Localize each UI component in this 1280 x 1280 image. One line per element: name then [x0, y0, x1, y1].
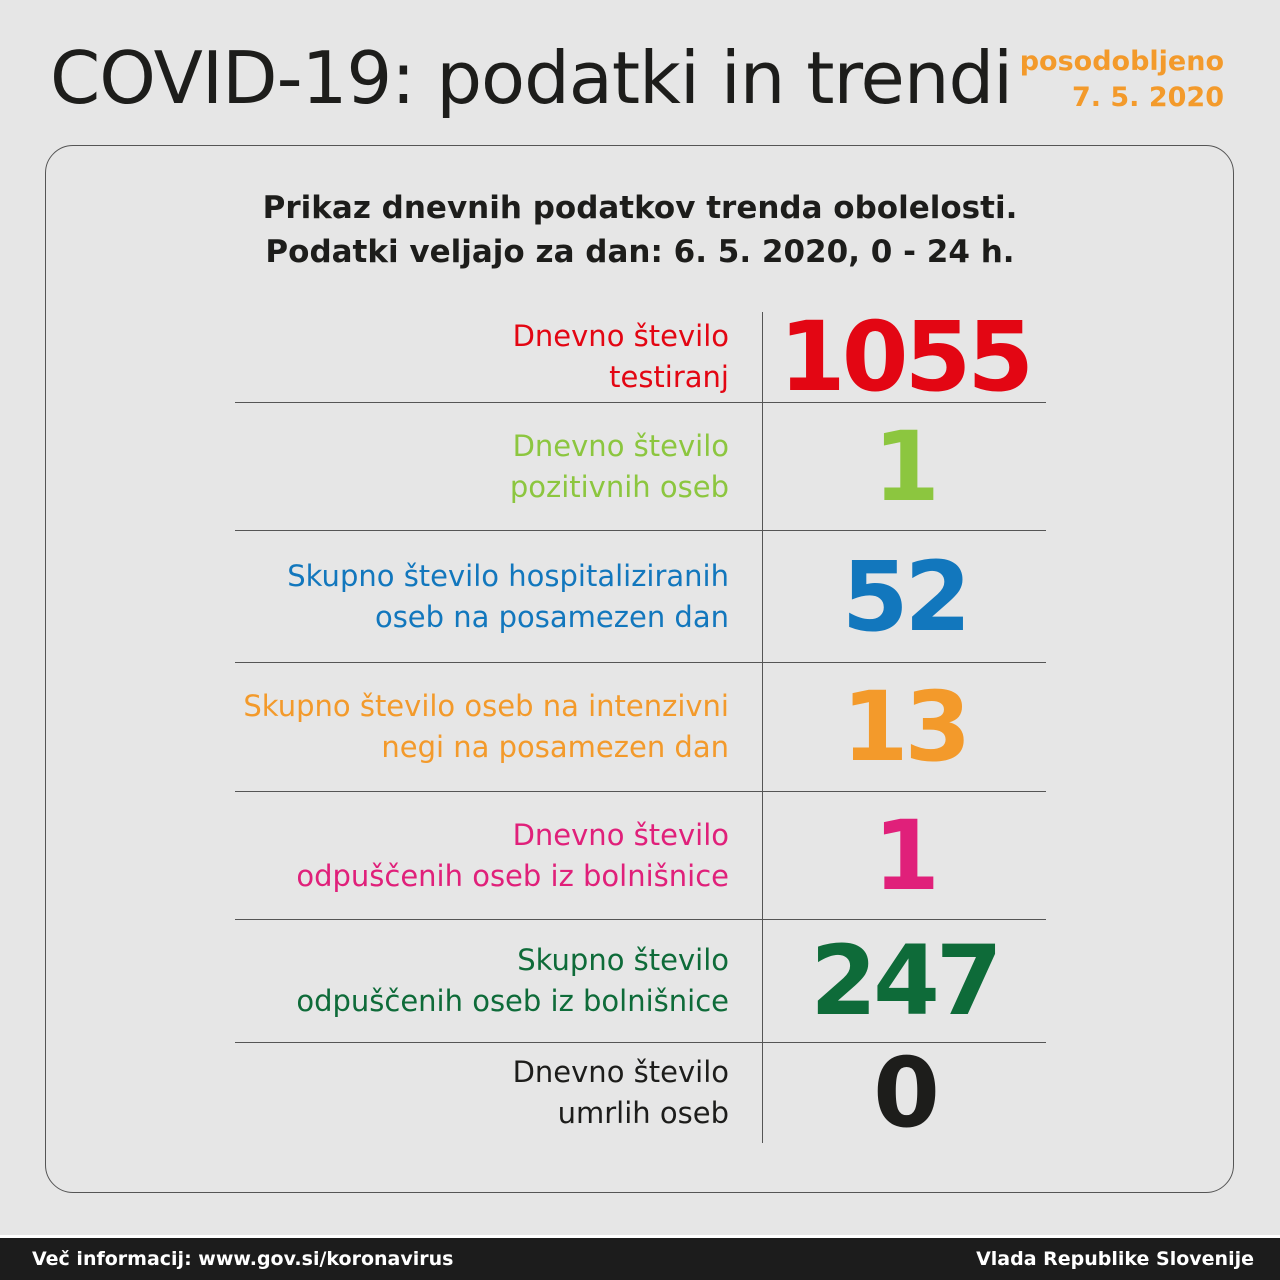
- stat-label: Skupno število oseb na intenzivni negi na…: [235, 663, 763, 791]
- stat-label-line2: negi na posamezen dan: [381, 730, 729, 764]
- stat-value: 1: [873, 799, 940, 912]
- stat-label: Dnevno število pozitivnih oseb: [235, 403, 763, 530]
- stat-row: Dnevno število pozitivnih oseb 1: [235, 403, 1046, 531]
- stat-row: Dnevno število odpuščenih oseb iz bolnišn…: [235, 792, 1046, 920]
- stat-label: Skupno število odpuščenih oseb iz bolnišn…: [235, 920, 763, 1042]
- stat-row: Dnevno število testiranj 1055: [235, 301, 1046, 413]
- updated-label: posodobljeno: [1019, 46, 1224, 77]
- stat-label: Skupno število hospitaliziranih oseb na p…: [235, 531, 763, 662]
- stat-value: 0: [873, 1037, 940, 1149]
- stat-label-line2: pozitivnih oseb: [509, 469, 729, 504]
- footer-org: Vlada Republike Slovenije: [976, 1248, 1254, 1270]
- stat-label-line2: testiranj: [609, 360, 729, 394]
- stat-label-line2: odpuščenih oseb iz bolnišnice: [296, 984, 729, 1018]
- stat-label: Dnevno število testiranj: [235, 312, 763, 402]
- card-subtitle: Prikaz dnevnih podatkov trenda obolelost…: [0, 186, 1280, 274]
- stats-table: Dnevno število testiranj 1055 Dnevno števil…: [235, 301, 1046, 1149]
- footer-info-link[interactable]: Več informacij: www.gov.si/koronavirus: [32, 1248, 454, 1270]
- stat-row: Skupno število hospitaliziranih oseb na p…: [235, 531, 1046, 663]
- stat-label-line1: Dnevno število: [512, 428, 729, 463]
- stat-label-line1: Dnevno število: [512, 1055, 729, 1089]
- stat-value: 1055: [778, 301, 1034, 413]
- stat-label: Dnevno število odpuščenih oseb iz bolnišn…: [235, 792, 763, 919]
- data-card: [45, 145, 1234, 1193]
- stat-value: 1: [873, 410, 940, 523]
- stat-label-line1: Skupno število hospitaliziranih: [287, 558, 729, 593]
- updated-date: 7. 5. 2020: [1071, 82, 1224, 113]
- stat-value: 52: [841, 540, 972, 653]
- stat-row: Dnevno število umrlih oseb 0: [235, 1037, 1046, 1149]
- stat-label-line1: Dnevno število: [512, 319, 729, 353]
- stat-value: 13: [841, 671, 972, 783]
- stat-label-line2: odpuščenih oseb iz bolnišnice: [296, 858, 729, 893]
- stat-label-line1: Skupno število: [517, 943, 729, 977]
- stat-value: 247: [810, 925, 1002, 1037]
- stat-label-line2: umrlih oseb: [557, 1096, 729, 1130]
- subtitle-line-1: Prikaz dnevnih podatkov trenda obolelost…: [262, 190, 1018, 226]
- subtitle-line-2: Podatki veljajo za dan: 6. 5. 2020, 0 - …: [265, 234, 1015, 270]
- stat-label-line1: Skupno število oseb na intenzivni: [243, 689, 729, 723]
- footer: Več informacij: www.gov.si/koronavirus V…: [0, 1235, 1280, 1280]
- stat-label-line2: oseb na posamezen dan: [374, 599, 729, 634]
- stat-label-line1: Dnevno število: [512, 817, 729, 852]
- stat-label: Dnevno število umrlih oseb: [235, 1043, 763, 1143]
- updated-info: posodobljeno 7. 5. 2020: [1020, 44, 1224, 116]
- stat-row: Skupno število oseb na intenzivni negi na…: [235, 663, 1046, 792]
- stat-row: Skupno število odpuščenih oseb iz bolnišn…: [235, 920, 1046, 1043]
- page-title: COVID-19: podatki in trendi: [50, 36, 1013, 120]
